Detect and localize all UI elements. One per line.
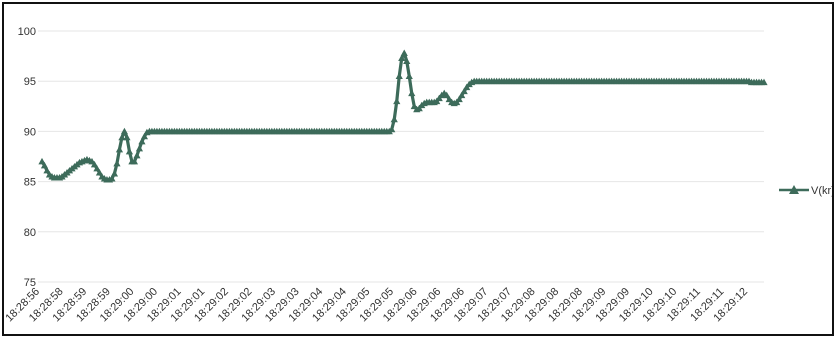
y-tick-label: 80 — [24, 227, 36, 239]
data-point — [123, 133, 131, 141]
data-point — [390, 115, 398, 123]
data-point — [458, 91, 466, 99]
data-point — [138, 137, 146, 145]
x-axis: 18:28:5618:28:5818:28:5918:28:5918:29:00… — [4, 286, 750, 325]
data-point — [95, 168, 104, 176]
legend-label: V(kr) — [811, 185, 832, 197]
data-point — [110, 169, 119, 177]
data-point — [120, 127, 129, 135]
data-point — [108, 174, 116, 182]
data-point — [388, 125, 396, 133]
legend-triangle-icon — [789, 185, 799, 194]
data-point — [135, 144, 144, 152]
data-point — [400, 49, 408, 56]
data-point — [403, 57, 411, 64]
data-point — [460, 87, 468, 95]
plot-area — [38, 49, 768, 183]
data-point — [393, 97, 401, 105]
data-point — [130, 157, 139, 165]
data-point — [43, 166, 51, 174]
y-axis: 75 80 85 90 95 100 — [18, 26, 36, 289]
data-point — [398, 54, 406, 61]
data-point — [395, 72, 403, 80]
chart-frame: 75 80 85 90 95 100 18:28:56 18:28:58 18:28:59 18… — [2, 2, 834, 336]
y-tick-label: 85 — [24, 177, 36, 189]
data-point — [125, 147, 134, 155]
data-point — [133, 151, 141, 159]
data-point — [118, 133, 126, 141]
y-tick-label: 95 — [24, 76, 36, 88]
y-tick-label: 100 — [18, 26, 36, 38]
y-tick-label: 90 — [24, 126, 36, 138]
data-point — [443, 91, 451, 99]
line-chart: 75 80 85 90 95 100 18:28:5618:28:5818:28:5918… — [4, 26, 832, 325]
data-point — [140, 132, 149, 140]
y-tick-label: 75 — [24, 277, 36, 289]
data-point — [760, 78, 768, 86]
data-point — [455, 95, 463, 103]
data-point — [405, 72, 413, 80]
legend: V(kr) — [779, 185, 832, 197]
data-point — [40, 161, 49, 169]
data-point — [93, 164, 101, 172]
data-point — [113, 159, 121, 167]
data-point — [38, 157, 46, 165]
data-point — [115, 145, 124, 153]
data-point — [90, 160, 99, 168]
series-line-vkr — [40, 51, 764, 182]
data-point — [408, 89, 416, 97]
